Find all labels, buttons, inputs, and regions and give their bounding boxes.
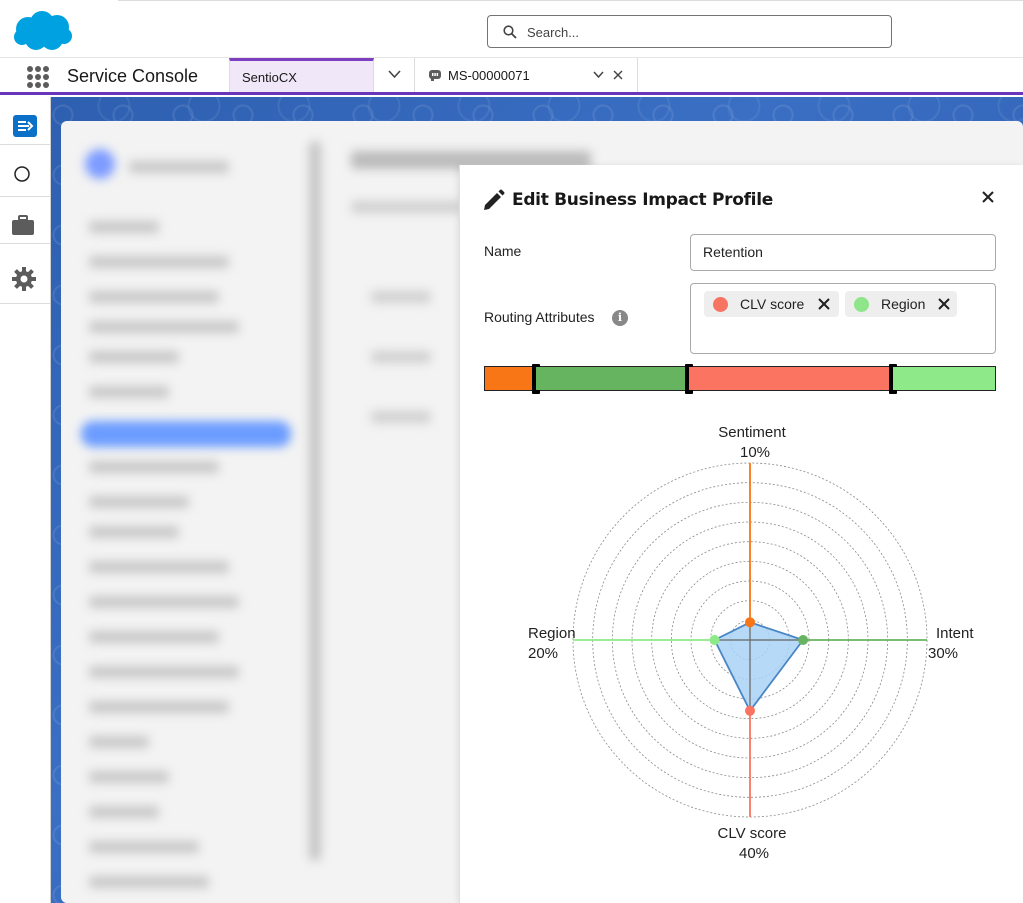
panel-title: Edit Business Impact Profile [512,190,773,210]
data-point [745,617,755,628]
radar-chart: Sentiment 10% Intent 30% CLV score 40% Region 2… [528,424,974,862]
pencil-icon [484,189,505,210]
rail-item-status[interactable] [0,154,50,197]
axis-label: CLV score [718,825,787,842]
messaging-session-icon [429,70,441,81]
rail-item-settings[interactable] [0,257,50,304]
data-point [798,635,809,645]
chevron-down-icon [388,70,401,79]
remove-chip-icon[interactable] [818,298,830,310]
close-tab-icon[interactable] [613,70,623,80]
search-icon [503,25,517,39]
rail-item-briefcase[interactable] [0,201,50,244]
data-point [709,635,720,645]
tab-menu-button[interactable] [374,58,415,92]
axis-label: Region [528,625,576,642]
info-icon[interactable]: i [612,310,628,326]
blurred-main [341,141,741,641]
chip-color-dot [854,297,869,312]
weight-segment [485,367,536,390]
data-point [745,705,755,716]
axis-label: Sentiment [718,424,786,441]
briefcase-icon [12,215,34,235]
chip-label: Region [881,296,926,312]
weight-segment [689,367,893,390]
chip-region: Region [845,291,957,317]
split-view-icon [13,115,37,137]
global-header: Search... [0,0,1023,58]
app-launcher-icon[interactable] [27,66,49,88]
app-nav-bar: Service Console SentioCX MS-00000071 [0,58,1023,95]
tab-label: SentioCX [242,70,297,85]
salesforce-logo[interactable] [12,9,74,53]
routing-attributes-field[interactable]: CLV score Region [690,283,996,354]
blurred-sidebar [61,121,321,903]
data-area [713,621,805,713]
chip-color-dot [713,297,728,312]
name-input[interactable]: Retention [690,234,996,271]
axis-value-label: 40% [739,845,769,862]
weight-segment [893,367,995,390]
rail-item-split-view[interactable] [0,102,50,145]
routing-attributes-label: Routing Attributes [484,309,595,325]
circle-icon [14,166,30,182]
weight-segment [536,367,689,390]
weight-distribution-bar[interactable] [484,364,996,394]
remove-chip-icon[interactable] [938,298,950,310]
chevron-down-icon[interactable] [593,71,604,78]
tab-label: MS-00000071 [448,68,530,83]
axis-value-label: 30% [928,645,958,662]
edit-profile-panel: Edit Business Impact Profile Name Retent… [459,165,1023,903]
axis-label: Intent [936,625,974,642]
chip-label: CLV score [740,296,805,312]
tab-ms-00000071[interactable]: MS-00000071 [415,58,638,92]
app-name: Service Console [67,66,199,86]
close-icon[interactable] [980,189,996,205]
axis-value-label: 20% [528,645,558,662]
tab-sentiocx[interactable]: SentioCX [229,58,374,92]
utility-rail [0,97,51,903]
global-search-input[interactable]: Search... [487,15,892,48]
axis-value-label: 10% [740,444,770,461]
header-divider [118,0,1023,4]
name-label: Name [484,243,522,259]
gear-icon [12,267,36,291]
search-placeholder: Search... [527,25,580,40]
chip-clv-score: CLV score [704,291,839,317]
